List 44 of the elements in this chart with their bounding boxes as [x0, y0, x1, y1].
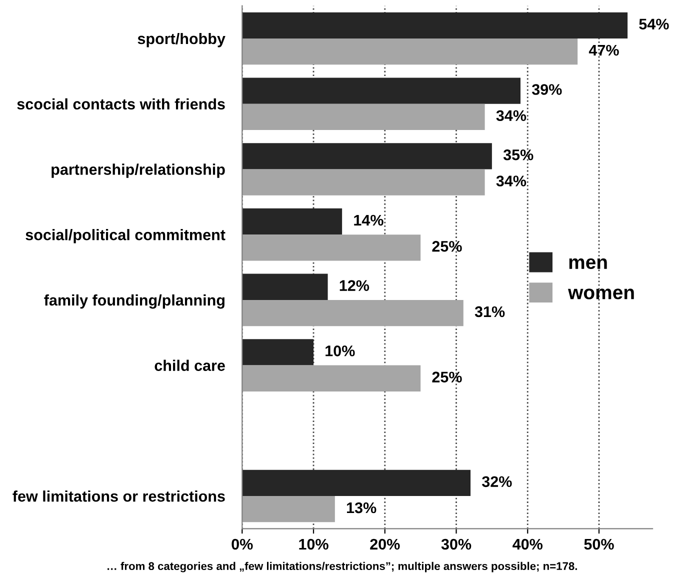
data-label: 25%: [432, 240, 462, 252]
data-label: 14%: [354, 214, 384, 226]
bar: [242, 496, 335, 522]
data-label: 25%: [432, 372, 462, 382]
bar: [242, 470, 471, 496]
data-label: 35%: [503, 149, 534, 160]
y-tick-label: partnership/relationship: [52, 164, 225, 178]
data-label: 34%: [496, 110, 526, 122]
bar: [242, 78, 520, 104]
data-label: 31%: [474, 306, 505, 318]
bar: [242, 104, 485, 130]
bar: [242, 143, 492, 170]
x-tick-label: 0%: [232, 538, 253, 550]
data-label: 10%: [326, 346, 355, 356]
data-label: 54%: [639, 18, 669, 30]
data-label: 32%: [482, 476, 512, 488]
bar: [242, 300, 464, 326]
data-label: 12%: [340, 280, 370, 291]
data-label: 34%: [496, 176, 526, 186]
text: … from 8 categories and „few limitations/restrictions”; multiple answers possible; n=178.: [108, 562, 577, 572]
bar: [242, 234, 421, 261]
bar: [242, 38, 578, 65]
legend-label: women: [568, 288, 634, 300]
x-tick-label: 20%: [370, 538, 400, 550]
bar: [242, 12, 628, 38]
y-tick-label: family founding/planning: [44, 294, 224, 309]
bar: [242, 339, 314, 366]
y-tick-label: child care: [154, 360, 225, 371]
legend-label: men: [569, 258, 607, 270]
bar: [242, 365, 421, 392]
data-label: 39%: [532, 84, 562, 95]
y-tick-label: few limitations or restrictions: [12, 490, 225, 502]
bar: [242, 274, 328, 300]
x-tick-label: 40%: [512, 538, 543, 550]
data-label: 47%: [588, 44, 619, 56]
bar: [242, 208, 342, 235]
x-tick-label: 30%: [441, 538, 472, 550]
y-tick-label: scocial contacts with friends: [17, 98, 225, 110]
y-tick-label: social/political commitment: [26, 229, 226, 244]
bar: [242, 169, 485, 196]
x-tick-label: 50%: [584, 538, 614, 550]
data-label: 13%: [346, 502, 376, 514]
y-tick-label: sport/hobby: [138, 32, 226, 48]
x-tick-label: 10%: [299, 538, 328, 550]
